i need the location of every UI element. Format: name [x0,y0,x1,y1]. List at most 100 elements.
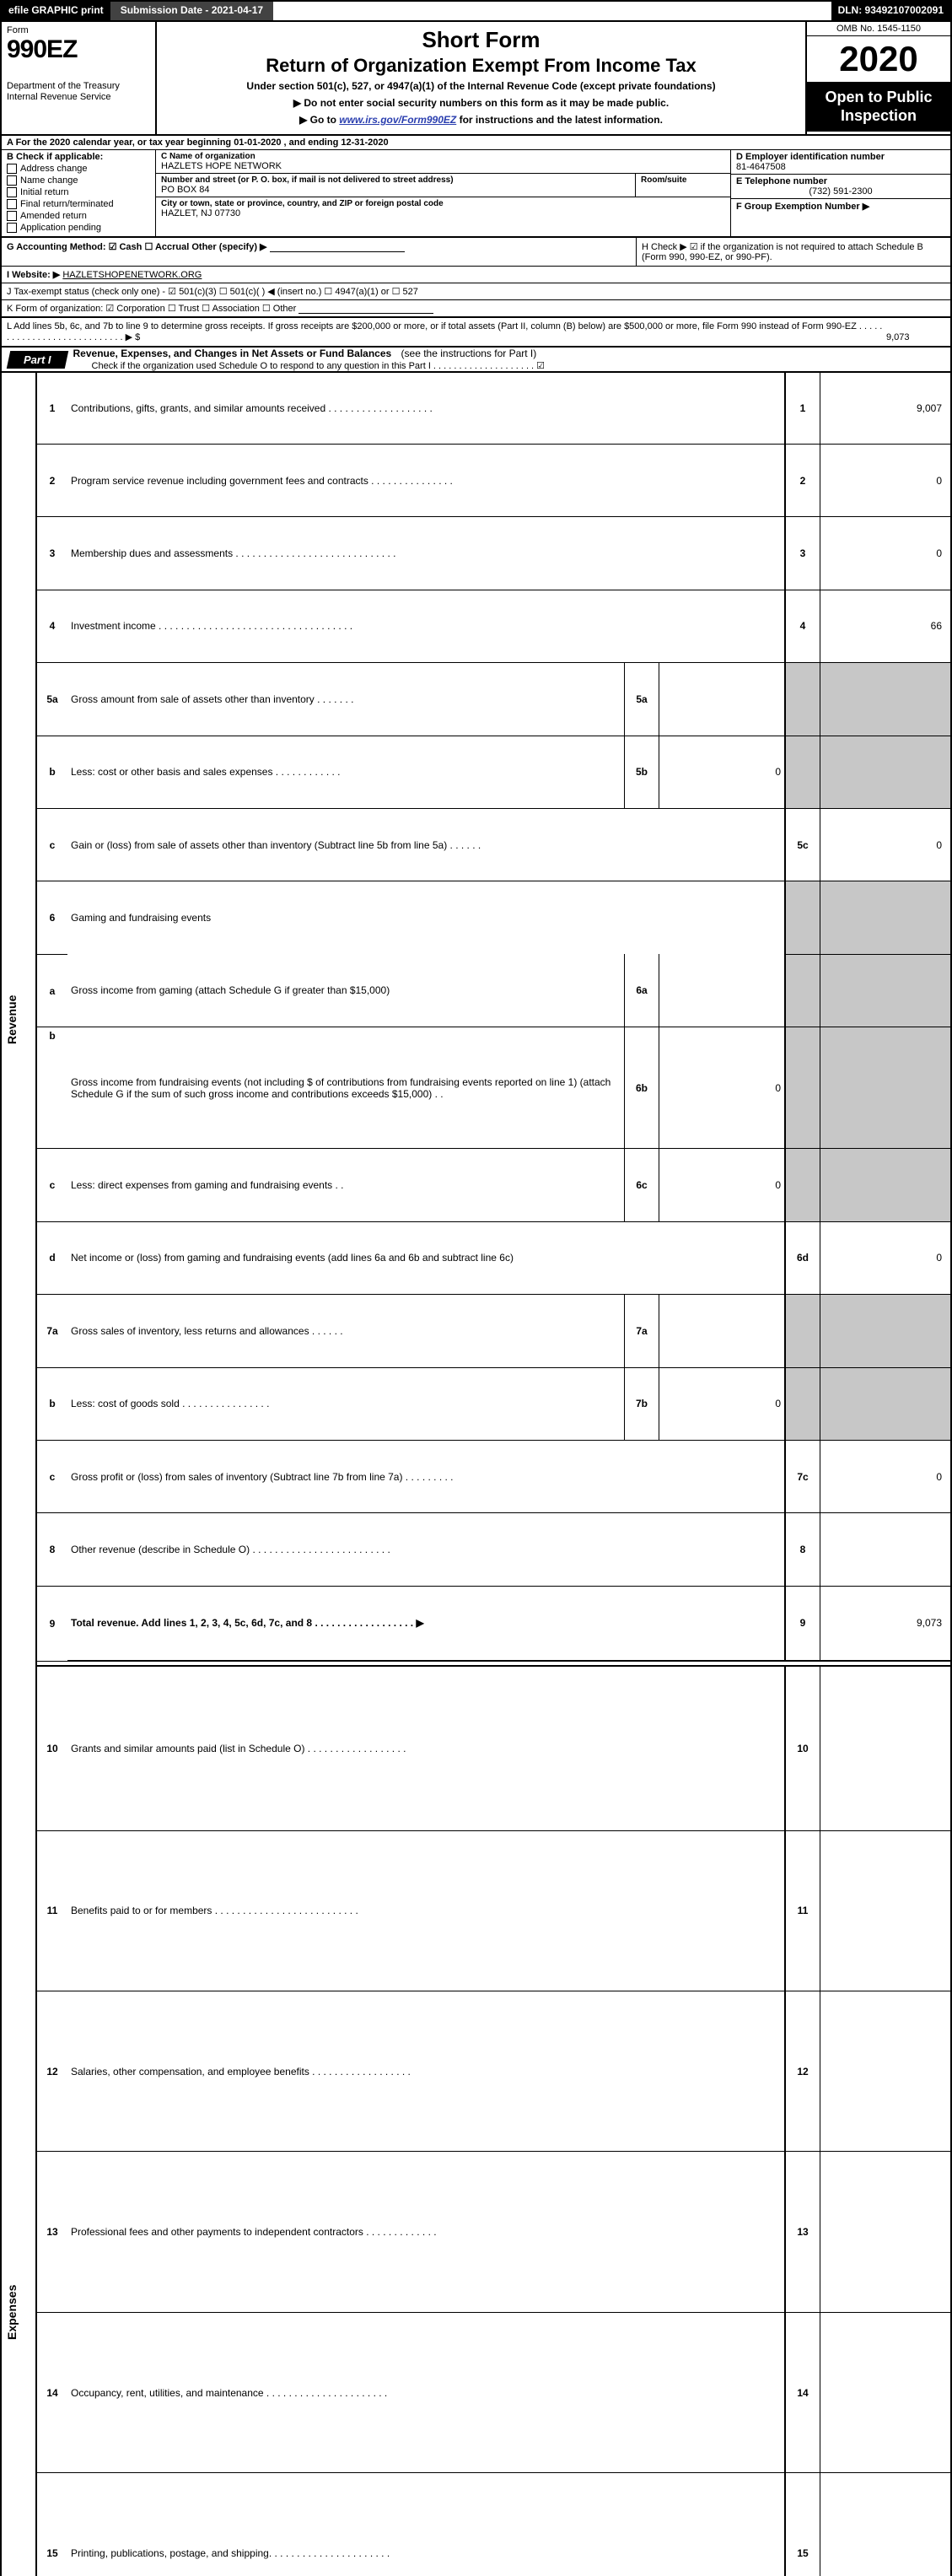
gray-cell [820,954,951,1027]
table-row: a Gross income from gaming (attach Sched… [2,954,950,1027]
table-row: 14 Occupancy, rent, utilities, and maint… [2,2312,950,2472]
line-num-box: 1 [785,373,820,444]
line-num-box: 12 [785,1991,820,2152]
inner-val: 0 [659,1149,786,1221]
efile-print-button[interactable]: efile GRAPHIC print [2,2,110,20]
checkbox-icon[interactable] [7,199,17,209]
checkbox-icon[interactable] [7,175,17,186]
line-desc: Less: direct expenses from gaming and fu… [67,1149,625,1221]
accounting-method: G Accounting Method: ☑ Cash ☐ Accrual Ot… [2,238,636,266]
box-c: C Name of organization HAZLETS HOPE NETW… [156,150,730,236]
f-label: F Group Exemption Number ▶ [736,202,869,212]
l-text: L Add lines 5b, 6c, and 7b to line 9 to … [7,321,886,342]
topbar: efile GRAPHIC print Submission Date - 20… [2,2,950,22]
omb-number: OMB No. 1545-1150 [807,22,950,36]
part1-tab: Part I [7,351,68,369]
city-row: City or town, state or province, country… [156,197,730,220]
line-num-box: 10 [785,1666,820,1830]
row-l-gross-receipts: L Add lines 5b, 6c, and 7b to line 9 to … [2,318,950,348]
gray-cell [820,1027,951,1149]
line-number: 11 [36,1830,67,1991]
line-number: 9 [36,1586,67,1661]
line-num-box: 3 [785,517,820,590]
line-number: c [36,808,67,881]
checkbox-icon[interactable] [7,164,17,174]
line-desc: Investment income . . . . . . . . . . . … [67,590,785,662]
line-desc: Grants and similar amounts paid (list in… [67,1666,785,1830]
line-desc: Program service revenue including govern… [67,444,785,516]
street-row: Number and street (or P. O. box, if mail… [156,174,730,197]
opt-application-pending[interactable]: Application pending [7,223,150,233]
line-desc: Gross profit or (loss) from sales of inv… [67,1440,785,1512]
inner-val: 0 [659,1367,786,1440]
checkbox-icon[interactable] [7,223,17,233]
opt-label: Address change [20,164,88,174]
row-a-tax-year: A For the 2020 calendar year, or tax yea… [2,136,950,150]
checkbox-icon[interactable] [7,187,17,197]
topbar-spacer [273,2,831,20]
checkbox-icon[interactable] [7,211,17,221]
line-num-box: 15 [785,2473,820,2576]
line-num-box: 5c [785,808,820,881]
form-word: Form [7,25,150,35]
under-section: Under section 501(c), 527, or 4947(a)(1)… [165,80,797,92]
tax-year: 2020 [807,36,950,82]
ssn-warning: ▶ Do not enter social security numbers o… [165,97,797,109]
gray-cell [820,1367,951,1440]
gray-cell [785,736,820,808]
line-number: d [36,1221,67,1294]
line-value: 0 [820,1440,951,1512]
line-desc: Less: cost or other basis and sales expe… [67,736,625,808]
table-row: c Gross profit or (loss) from sales of i… [2,1440,950,1512]
line-value [820,1830,951,1991]
k-other-line[interactable] [299,313,433,314]
line-value: 0 [820,1221,951,1294]
part1-title: Revenue, Expenses, and Changes in Net As… [67,345,399,362]
opt-initial-return[interactable]: Initial return [7,187,150,197]
submission-date-button[interactable]: Submission Date - 2021-04-17 [110,2,273,20]
line-value: 9,007 [820,373,951,444]
opt-label: Application pending [20,223,101,233]
dln-label: DLN: 93492107002091 [831,2,950,20]
ein-value: 81-4647508 [736,162,945,172]
irs-link[interactable]: www.irs.gov/Form990EZ [339,114,456,126]
box-b: B Check if applicable: Address change Na… [2,150,156,236]
room-label: Room/suite [641,175,725,185]
line-desc: Contributions, gifts, grants, and simila… [67,373,785,444]
line-number: 3 [36,517,67,590]
h-schedule-b: H Check ▶ ☑ if the organization is not r… [636,238,950,266]
table-row: Revenue 1 Contributions, gifts, grants, … [2,373,950,444]
c-label: C Name of organization [161,152,725,161]
gray-cell [785,881,820,954]
form-number: 990EZ [7,35,150,64]
line-number: 12 [36,1991,67,2152]
opt-name-change[interactable]: Name change [7,175,150,186]
table-row: 5a Gross amount from sale of assets othe… [2,663,950,736]
line-desc: Net income or (loss) from gaming and fun… [67,1221,785,1294]
other-specify-line[interactable] [270,251,405,252]
line-desc: Membership dues and assessments . . . . … [67,517,785,590]
line-value: 9,073 [820,1586,951,1661]
line-desc: Other revenue (describe in Schedule O) .… [67,1513,785,1586]
header-mid: Short Form Return of Organization Exempt… [157,22,805,134]
opt-amended-return[interactable]: Amended return [7,211,150,221]
department-label: Department of the Treasury Internal Reve… [7,81,150,103]
opt-final-return[interactable]: Final return/terminated [7,199,150,209]
website-link[interactable]: HAZLETSHOPENETWORK.ORG [62,270,202,280]
line-number: 4 [36,590,67,662]
line-desc: Gross income from fundraising events (no… [67,1027,625,1149]
line-desc: Salaries, other compensation, and employ… [67,1991,785,2152]
line-number: 15 [36,2473,67,2576]
ein-row: D Employer identification number 81-4647… [731,150,950,175]
line-value: 66 [820,590,951,662]
side-expenses: Expenses [2,1666,36,2576]
city-label: City or town, state or province, country… [161,199,725,208]
inner-num: 7b [625,1367,659,1440]
table-row: c Gain or (loss) from sale of assets oth… [2,808,950,881]
inner-val: 0 [659,1027,786,1149]
line-value: 0 [820,517,951,590]
opt-address-change[interactable]: Address change [7,164,150,174]
gray-cell [785,1027,820,1149]
line-number: b [36,1367,67,1440]
l-value: 9,073 [886,332,945,342]
